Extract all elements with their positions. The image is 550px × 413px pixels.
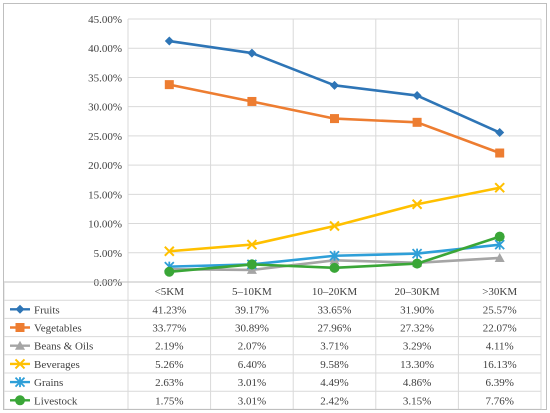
data-cell: 2.63% <box>155 377 183 389</box>
square-marker <box>330 114 339 124</box>
x-marker <box>14 358 26 370</box>
y-tick-label: 20.00% <box>88 160 122 172</box>
table-row: Livestock 1.75% 3.01% 2.42% 3.15% 7.76% <box>10 395 514 407</box>
category-label: >30KM <box>482 286 517 298</box>
circle-marker <box>329 262 340 273</box>
square-marker <box>15 323 25 332</box>
square-marker <box>412 117 422 127</box>
data-cell: 3.29% <box>403 341 431 353</box>
triangle-marker <box>15 340 25 350</box>
diamond-marker <box>15 304 25 314</box>
data-cell: 4.49% <box>320 377 348 389</box>
series-fruits <box>164 36 505 138</box>
data-cell: 6.40% <box>238 359 266 371</box>
series-line-beverages <box>168 186 502 253</box>
data-cell: 9.58% <box>320 359 348 371</box>
diamond-marker <box>495 128 505 138</box>
diamond-marker <box>412 91 422 101</box>
data-cell: 13.30% <box>400 359 434 371</box>
series-name: Grains <box>34 377 63 389</box>
series-name: Fruits <box>34 304 60 316</box>
series-name: Vegetables <box>34 323 82 335</box>
data-cell: 22.07% <box>483 323 517 335</box>
asterisk-marker <box>329 250 340 261</box>
series-beverages <box>164 182 505 257</box>
data-cell: 6.39% <box>485 377 513 389</box>
y-tick-label: 0.00% <box>94 277 122 289</box>
y-tick-label: 40.00% <box>88 43 122 55</box>
data-cell: 2.19% <box>155 341 183 353</box>
series-name: Livestock <box>34 395 78 407</box>
y-tick-label: 5.00% <box>94 248 122 260</box>
table-row: Beverages 5.26% 6.40% 9.58% 13.30% 16.13% <box>10 358 517 371</box>
x-marker <box>329 220 340 232</box>
category-label: 10–20KM <box>312 286 357 298</box>
diamond-marker <box>330 80 339 90</box>
y-tick-label: 25.00% <box>88 131 122 143</box>
data-cell: 3.01% <box>238 377 266 389</box>
data-cell: 5.26% <box>155 359 183 371</box>
data-cell: 31.90% <box>400 304 434 316</box>
circle-marker <box>164 266 175 277</box>
series-vegetables <box>164 80 505 158</box>
series-lines <box>164 36 505 277</box>
table-row: Grains 2.63% 3.01% 4.49% 4.86% 6.39% <box>10 376 514 389</box>
data-cell: 30.89% <box>235 323 269 335</box>
data-cell: 2.42% <box>320 395 348 407</box>
data-cell: 1.75% <box>155 395 183 407</box>
square-marker <box>495 148 505 158</box>
square-marker <box>247 96 257 106</box>
triangle-marker <box>494 252 505 262</box>
y-tick-label: 45.00% <box>88 14 122 26</box>
data-cell: 27.32% <box>400 323 434 335</box>
asterisk-marker <box>411 248 423 259</box>
data-cell: 33.77% <box>152 323 186 335</box>
data-cell: 3.71% <box>320 341 348 353</box>
square-marker <box>164 80 174 90</box>
category-label: 5–10KM <box>232 286 272 298</box>
category-label: 20–30KM <box>394 286 439 298</box>
asterisk-marker <box>14 376 26 388</box>
data-cell: 4.86% <box>403 377 431 389</box>
line-chart-with-data-table: 0.00% 5.00% 10.00% 15.00% 20.00% 25.00% 30.00%… <box>4 14 542 410</box>
circle-marker <box>494 231 505 242</box>
data-cell: 2.07% <box>238 341 266 353</box>
data-cell: 3.01% <box>238 395 266 407</box>
data-cell: 25.57% <box>483 304 517 316</box>
y-axis-tick-labels: 0.00% 5.00% 10.00% 15.00% 20.00% 25.00% 30.00%… <box>88 14 122 289</box>
data-cell: 41.23% <box>152 304 186 316</box>
chart-frame: 0.00% 5.00% 10.00% 15.00% 20.00% 25.00% 30.00%… <box>3 3 547 410</box>
table-row: Beans & Oils 2.19% 2.07% 3.71% 3.29% 4.11% <box>10 340 514 353</box>
data-cell: 4.11% <box>486 341 514 353</box>
y-tick-label: 35.00% <box>88 72 122 84</box>
series-livestock <box>164 231 505 277</box>
table-row: Vegetables 33.77% 30.89% 27.96% 27.32% 22.07% <box>10 323 517 335</box>
series-name: Beverages <box>34 359 80 371</box>
data-cell: 3.15% <box>403 395 431 407</box>
data-table: <5KM 5–10KM 10–20KM 20–30KM >30KM Fruits 41.23… <box>4 281 541 410</box>
data-cell: 39.17% <box>235 304 269 316</box>
data-cell: 7.76% <box>485 395 513 407</box>
table-row: Fruits 41.23% 39.17% 33.65% 31.90% 25.57% <box>10 304 517 316</box>
diamond-marker <box>247 48 257 58</box>
category-label: <5KM <box>155 286 185 298</box>
x-marker <box>246 239 258 250</box>
y-tick-label: 15.00% <box>88 189 122 201</box>
circle-marker <box>15 395 25 406</box>
x-marker <box>494 182 505 193</box>
y-tick-label: 30.00% <box>88 102 122 114</box>
data-cell: 27.96% <box>318 323 352 335</box>
circle-marker <box>246 259 257 270</box>
series-name: Beans & Oils <box>34 341 93 353</box>
x-marker <box>164 246 175 257</box>
circle-marker <box>412 258 423 269</box>
diamond-marker <box>164 36 174 46</box>
data-cell: 33.65% <box>318 304 352 316</box>
data-cell: 16.13% <box>483 359 517 371</box>
y-tick-label: 10.00% <box>88 219 122 231</box>
x-marker <box>411 199 423 210</box>
